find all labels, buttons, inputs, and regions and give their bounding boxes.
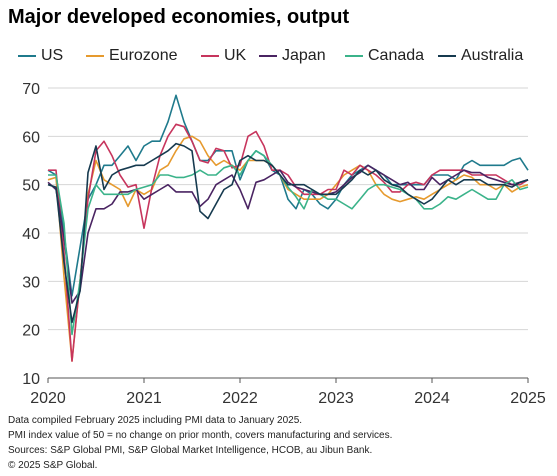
note-data-compiled: Data compiled February 2025 including PM… <box>8 415 303 426</box>
series-line-eurozone <box>47 135 529 362</box>
series-line-canada <box>48 150 529 336</box>
legend-label-australia: Australia <box>461 47 524 64</box>
y-tick-label-20: 20 <box>22 323 40 340</box>
series-line-australia <box>47 142 529 324</box>
note-copyright: © 2025 S&P Global. <box>8 460 98 471</box>
legend-label-eurozone: Eurozone <box>109 47 178 64</box>
legend-swatch-australia <box>438 55 456 57</box>
chart-notes: Data compiled February 2025 including PM… <box>8 413 392 473</box>
legend-item-japan: Japan <box>259 47 326 65</box>
legend-swatch-uk <box>201 55 219 57</box>
series-line-uk <box>48 123 529 362</box>
y-tick-label-50: 50 <box>22 178 40 195</box>
y-tick-label-60: 60 <box>22 129 40 146</box>
legend-swatch-eurozone <box>86 55 104 57</box>
note-pmi-definition: PMI index value of 50 = no change on pri… <box>8 430 393 441</box>
legend-item-canada: Canada <box>345 47 424 65</box>
legend-label-uk: UK <box>224 47 247 64</box>
x-tick-label-2022: 2022 <box>222 390 258 407</box>
x-tick-label-2023: 2023 <box>318 390 354 407</box>
x-tick-label-2020: 2020 <box>30 390 66 407</box>
x-tick-label-2021: 2021 <box>126 390 162 407</box>
series-line-us <box>47 94 529 297</box>
legend-swatch-canada <box>345 55 363 57</box>
legend-item-us: US <box>18 47 63 65</box>
legend-label-japan: Japan <box>282 47 326 64</box>
y-tick-label-10: 10 <box>22 371 40 388</box>
y-tick-label-40: 40 <box>22 226 40 243</box>
x-tick-label-2025: 2025 <box>510 390 546 407</box>
x-tick-label-2024: 2024 <box>414 390 450 407</box>
legend-item-uk: UK <box>201 47 246 65</box>
y-tick-label-30: 30 <box>22 274 40 291</box>
legend-swatch-japan <box>259 55 277 57</box>
note-sources: Sources: S&P Global PMI, S&P Global Mark… <box>8 445 373 456</box>
legend-label-us: US <box>41 47 64 64</box>
y-tick-label-70: 70 <box>22 81 40 98</box>
chart-title: Major developed economies, output <box>8 6 350 28</box>
legend-item-australia: Australia <box>438 47 523 65</box>
legend-swatch-us <box>18 55 36 57</box>
legend-label-canada: Canada <box>368 47 425 64</box>
chart-legend: US Eurozone UK Japan Canada Australia <box>18 47 557 71</box>
legend-item-eurozone: Eurozone <box>86 47 178 65</box>
